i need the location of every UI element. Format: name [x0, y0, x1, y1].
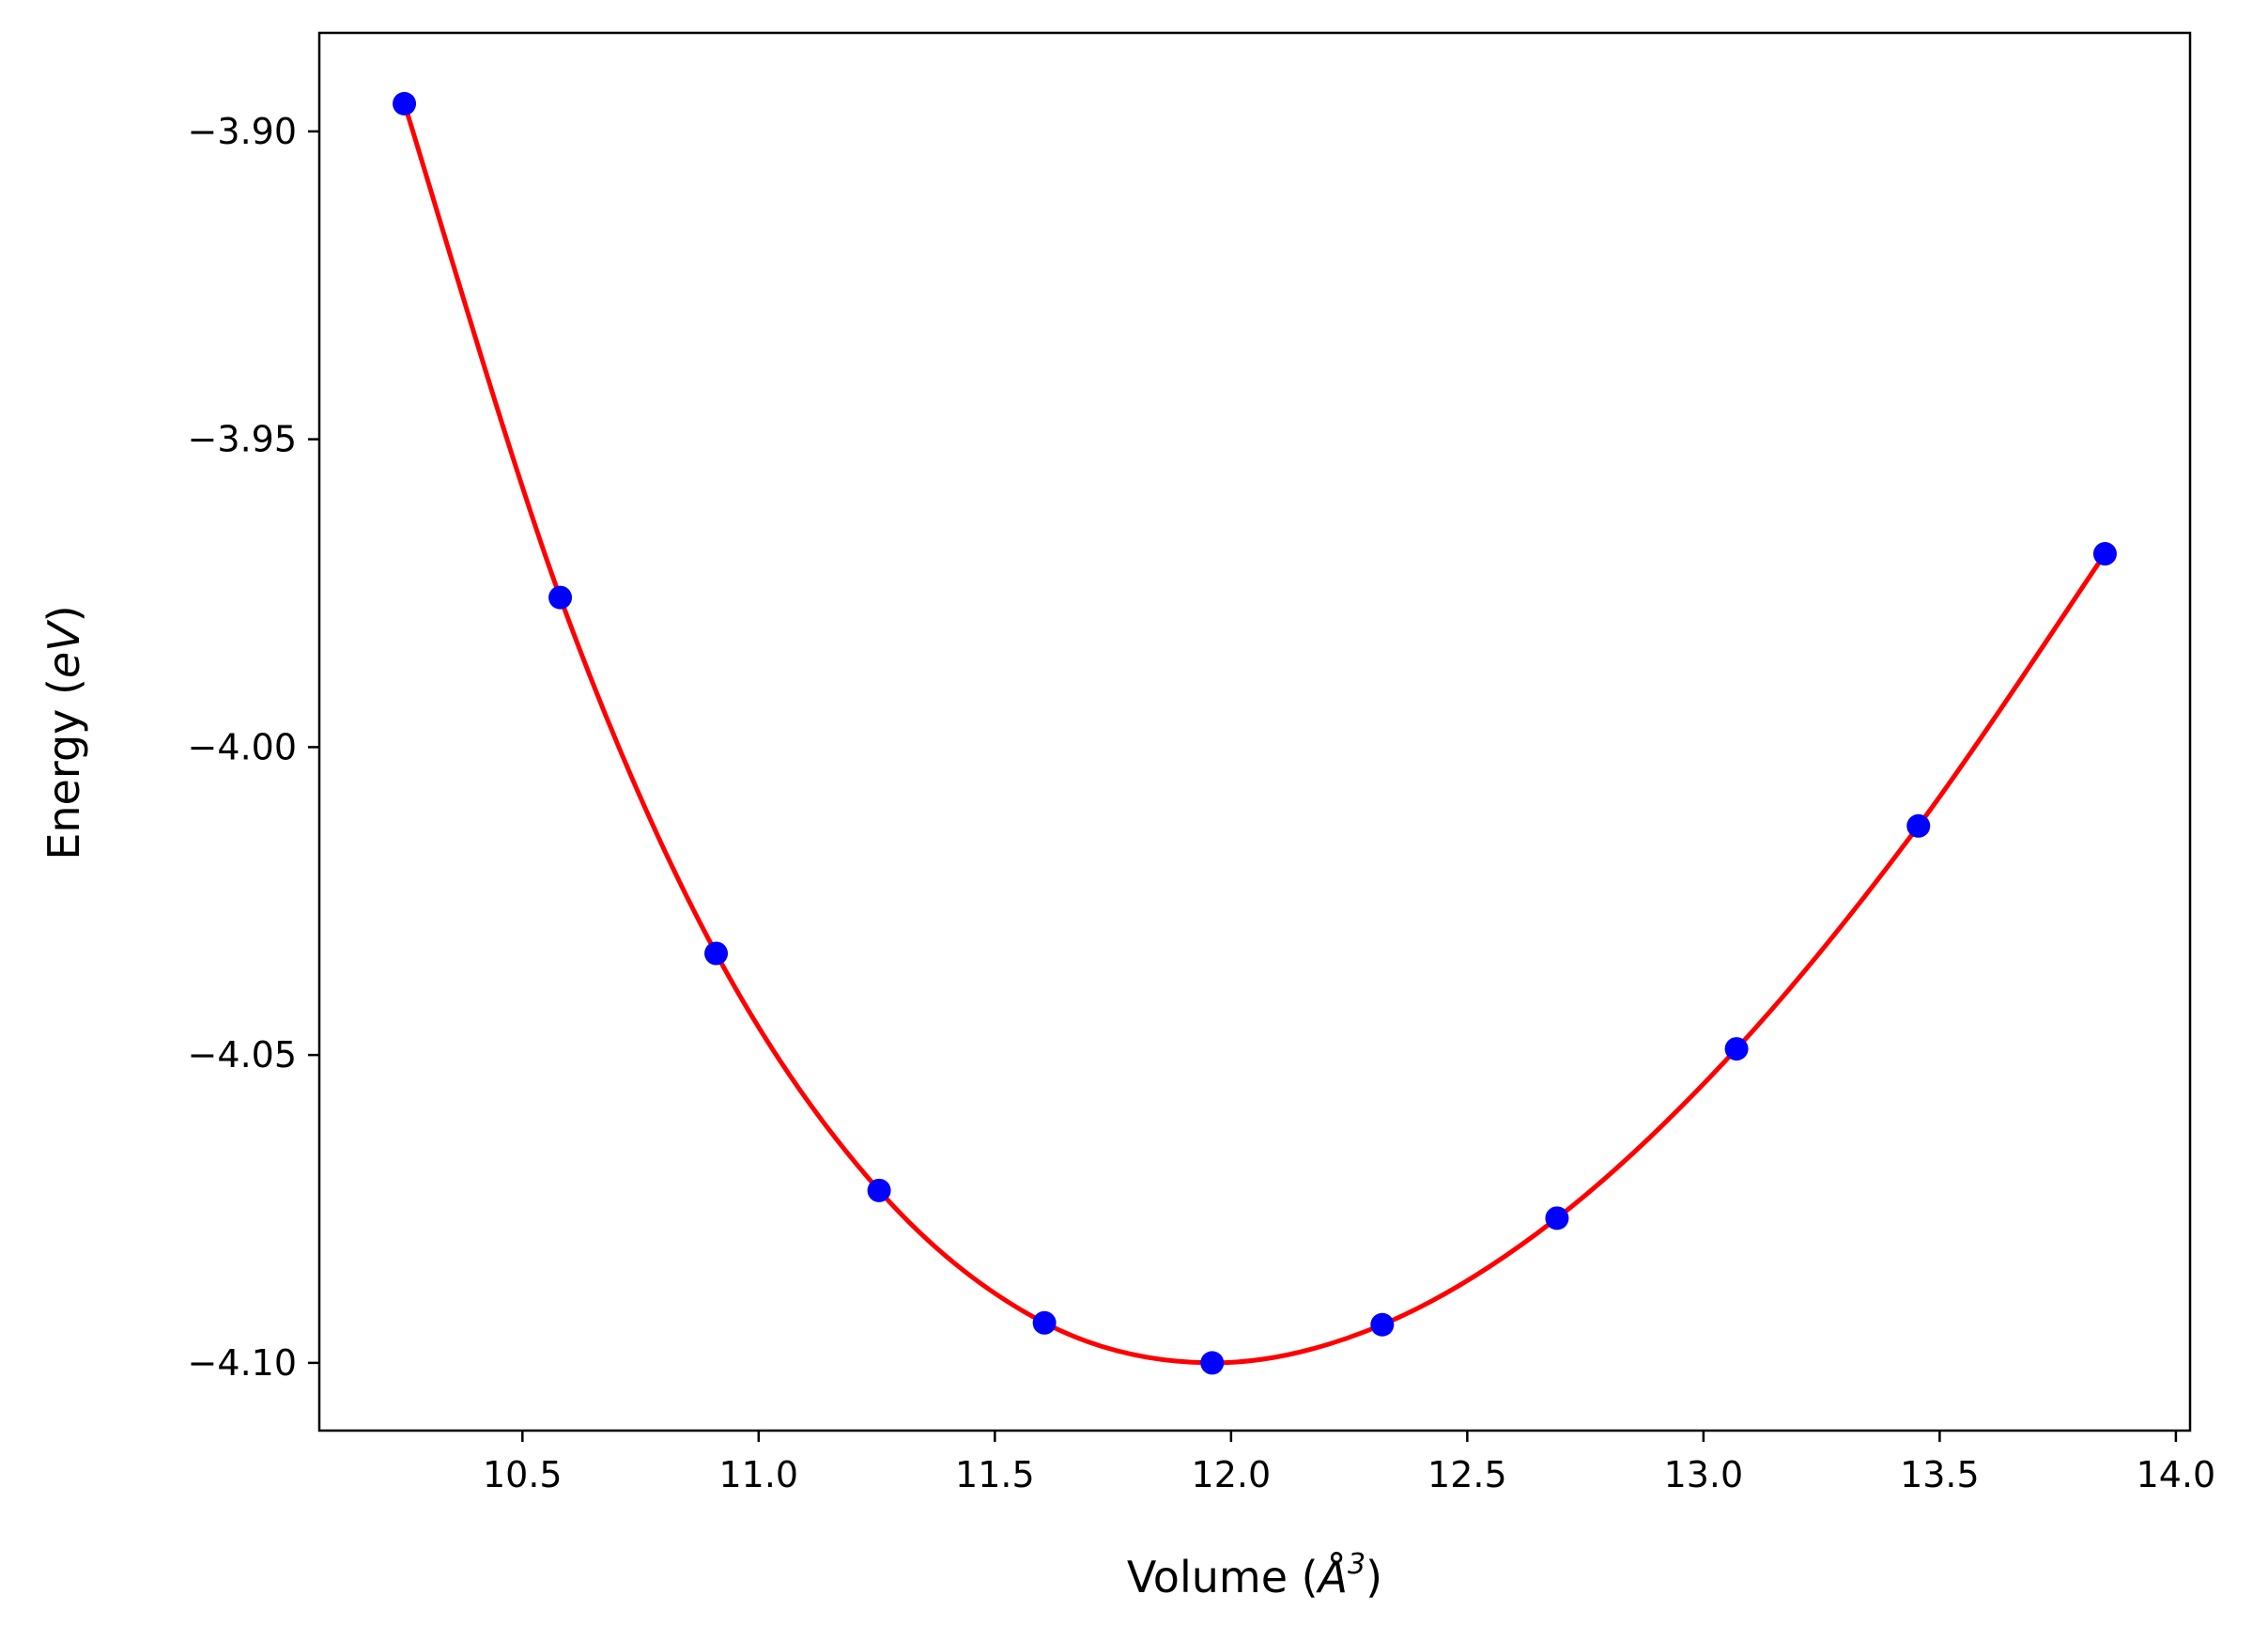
x-axis-label-suffix: )	[1365, 1552, 1382, 1602]
y-axis-ticks: −3.90 −3.95 −4.00 −4.05 −4.10	[188, 111, 319, 1384]
x-axis-label-superscript: 3	[1348, 1548, 1365, 1581]
data-point	[393, 91, 417, 116]
data-point	[1545, 1206, 1569, 1231]
x-axis-label-unit: Å	[1316, 1552, 1348, 1602]
x-tick-label: 11.5	[955, 1454, 1035, 1495]
data-points-layer	[393, 91, 2117, 1375]
data-point	[867, 1178, 891, 1202]
data-point	[548, 585, 573, 610]
y-tick-label: −4.05	[188, 1034, 297, 1076]
y-axis-label: Energy (eV)	[39, 605, 89, 859]
fit-curve-layer	[402, 101, 2107, 1366]
x-axis-ticks: 10.5 11.0 11.5 12.0 12.5 13.0 13.5 14.0	[483, 1431, 2215, 1495]
data-point	[704, 941, 729, 966]
data-point	[1906, 813, 1931, 838]
data-point	[1370, 1312, 1395, 1337]
x-tick-label: 13.5	[1900, 1454, 1980, 1495]
y-tick-label: −4.10	[188, 1342, 297, 1384]
x-tick-label: 12.0	[1192, 1454, 1272, 1495]
y-tick-label: −3.90	[188, 111, 297, 152]
y-tick-label: −4.00	[188, 726, 297, 767]
y-tick-label: −3.95	[188, 419, 297, 460]
data-point	[1032, 1310, 1057, 1335]
x-tick-label: 10.5	[483, 1454, 563, 1495]
fit-curve	[402, 101, 2107, 1366]
x-tick-label: 11.0	[719, 1454, 799, 1495]
data-point	[1724, 1037, 1749, 1061]
plot-frame	[317, 31, 2192, 1432]
x-axis-label-prefix: Volume (	[1127, 1552, 1319, 1602]
x-tick-label: 14.0	[2137, 1454, 2216, 1495]
y-axis-label-unit: eV	[39, 619, 89, 678]
x-tick-label: 13.0	[1664, 1454, 1744, 1495]
x-tick-label: 12.5	[1427, 1454, 1507, 1495]
x-axis-label: Volume (Å3)	[1127, 1548, 1382, 1602]
y-axis-label-suffix: )	[39, 605, 89, 622]
data-point	[2092, 542, 2117, 566]
y-axis-label-prefix: Energy (	[39, 678, 89, 860]
data-point	[1200, 1351, 1225, 1375]
